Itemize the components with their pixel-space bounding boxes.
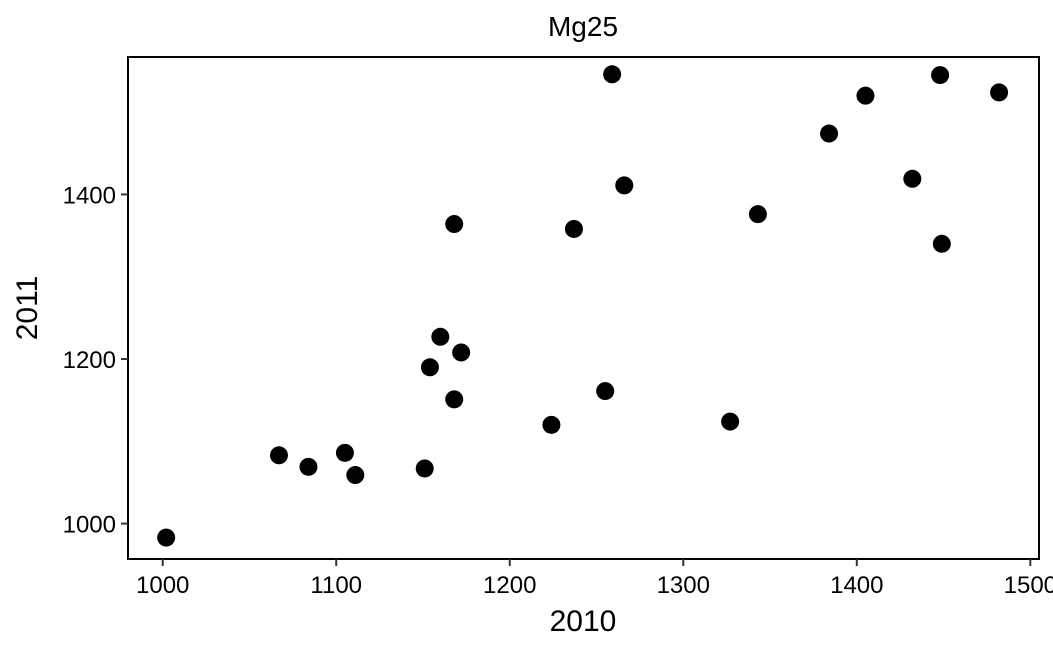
data-point [615, 176, 634, 195]
y-axis-title: 2011 [11, 276, 44, 341]
data-point [596, 382, 615, 401]
data-point [346, 466, 365, 485]
y-axis: 1000 1200 1400 [63, 182, 128, 539]
x-tick-label: 1400 [830, 572, 883, 599]
data-point [748, 205, 767, 224]
data-point [431, 327, 450, 346]
data-point [856, 86, 875, 105]
x-tick-label: 1500 [1004, 572, 1053, 599]
data-point [990, 83, 1009, 102]
data-point [157, 528, 176, 547]
data-point [420, 358, 439, 377]
data-point [820, 124, 839, 143]
x-tick-label: 1100 [310, 572, 362, 599]
data-point [445, 215, 464, 234]
data-point [931, 66, 950, 85]
data-point [269, 446, 288, 465]
data-point [335, 443, 354, 462]
chart-title: Mg25 [548, 11, 618, 42]
y-tick-label: 1200 [63, 347, 116, 374]
x-tick-label: 1000 [136, 572, 189, 599]
x-axis-title: 2010 [550, 605, 617, 638]
data-point [721, 412, 740, 431]
data-point [603, 65, 622, 84]
data-point [932, 234, 951, 253]
data-point [415, 459, 434, 478]
y-tick-label: 1000 [63, 512, 116, 539]
data-point [564, 219, 583, 238]
x-axis: 1000 1100 1200 1300 1400 1500 [136, 559, 1053, 599]
data-point [542, 415, 561, 434]
points-layer [157, 65, 1009, 547]
plot-panel-border [127, 56, 1040, 560]
y-tick-label: 1400 [63, 182, 116, 209]
data-point [452, 343, 471, 362]
x-tick-label: 1200 [483, 572, 536, 599]
x-tick-label: 1300 [657, 572, 710, 599]
data-point [299, 457, 318, 476]
data-point [445, 390, 464, 409]
data-point [903, 169, 922, 188]
